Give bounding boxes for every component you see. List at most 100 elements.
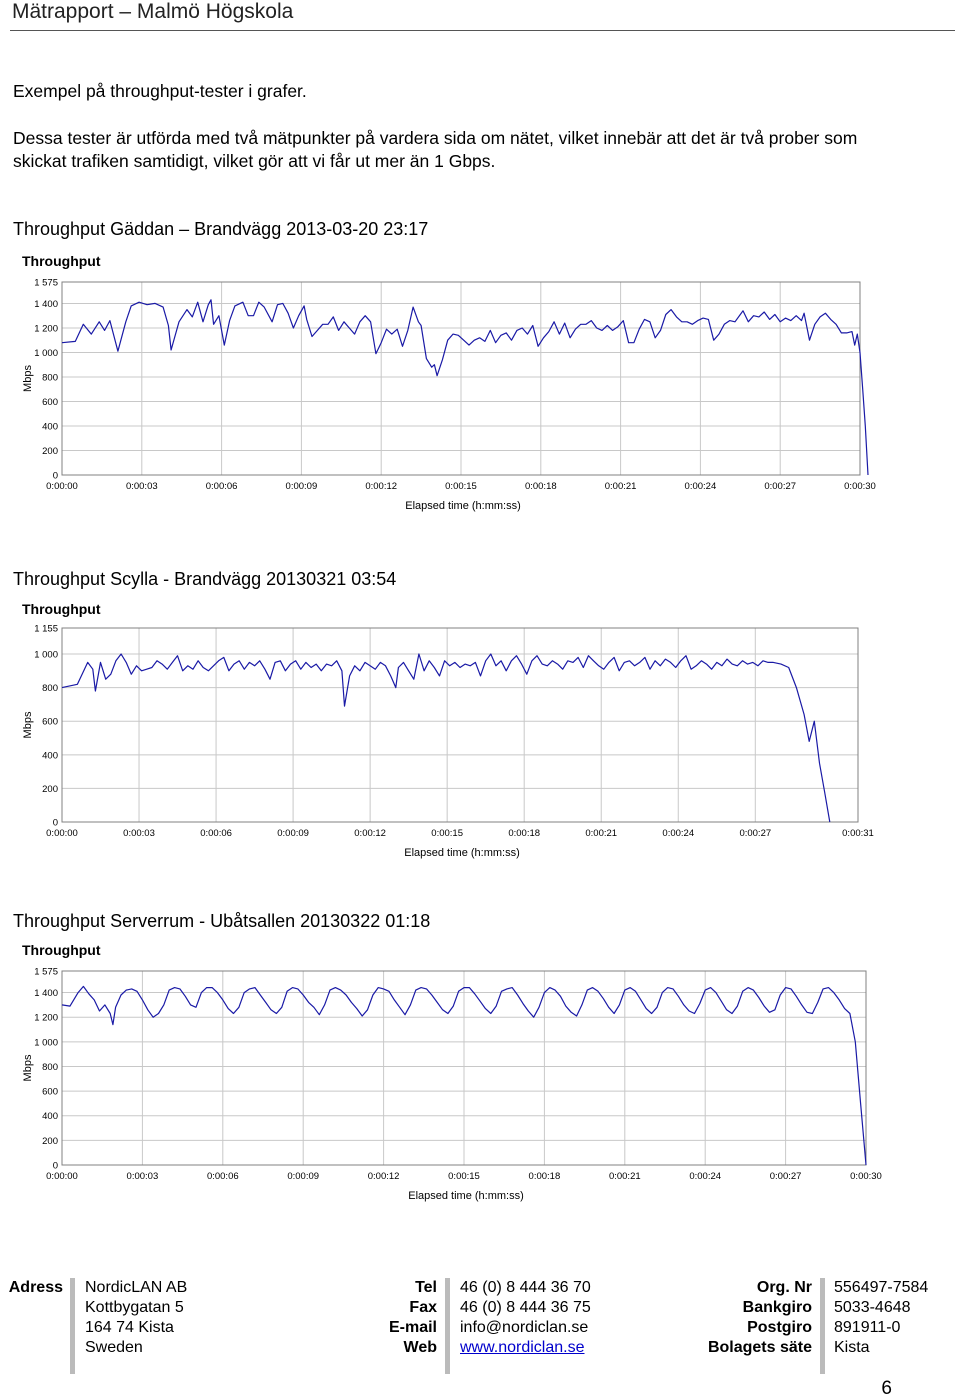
x-tick-label: 0:00:09 [286,481,318,492]
intro-paragraph-line1: Dessa tester är utförda med två mätpunkt… [13,128,858,148]
header-divider [10,30,955,31]
footer-fax-label: Fax [409,1299,437,1316]
footer-address: NordicLAN AB Kottbygatan 5 164 74 Kista … [85,1278,187,1358]
x-tick-label: 0:00:30 [844,481,876,492]
y-tick-label: 1 200 [34,323,58,334]
y-tick-label: 0 [53,1161,58,1172]
y-tick-label: 0 [53,471,58,482]
chart-title: Throughput [22,253,101,269]
x-tick-label: 0:00:18 [525,481,557,492]
x-tick-label: 0:00:03 [127,1171,159,1182]
footer-bankgiro-label: Bankgiro [742,1299,812,1316]
footer-orgnr-value: 556497-7584 [834,1279,929,1296]
y-tick-label: 1 000 [34,348,58,359]
x-axis-label: Elapsed time (h:mm:ss) [408,1190,524,1202]
chart-title: Throughput [22,601,101,617]
x-tick-label: 0:00:21 [585,828,617,839]
throughput-chart-gaddan: Throughput 0:00:00 0:00:03 0:00:06 0:00:09 0:… [22,253,876,512]
y-tick-label: 1 000 [34,650,58,661]
y-tick-label: 800 [42,683,58,694]
x-tick-label: 0:00:18 [508,828,540,839]
x-tick-label: 0:00:12 [365,481,397,492]
y-tick-label: 800 [42,372,58,383]
footer-web-link[interactable]: www.nordiclan.se [460,1339,585,1356]
y-tick-label: 200 [42,784,58,795]
x-tick-label: 0:00:06 [206,481,238,492]
y-axis-label: Mbps [22,1054,34,1081]
intro-paragraph-line2: skickat trafiken samtidigt, vilket gör a… [13,151,496,171]
y-tick-label: 200 [42,1136,58,1147]
throughput-series-line [61,299,869,476]
y-tick-label: 600 [42,397,58,408]
x-tick-label: 0:00:00 [46,1171,78,1182]
x-tick-label: 0:00:21 [609,1171,641,1182]
x-tick-label: 0:00:06 [207,1171,239,1182]
footer-bankgiro-value: 5033-4648 [834,1299,911,1316]
y-tick-label: 1 400 [34,299,58,310]
page-number: 6 [881,1378,892,1399]
y-tick-label: 600 [42,1087,58,1098]
footer-address-line: NordicLAN AB [85,1279,188,1296]
footer-seat-label: Bolagets säte [707,1339,812,1356]
y-tick-label: 1 575 [34,967,58,978]
x-tick-label: 0:00:15 [448,1171,480,1182]
footer-email-label: E-mail [388,1319,437,1336]
footer-postgiro-label: Postgiro [747,1319,812,1336]
footer-company-values: 556497-7584 5033-4648 891911-0 Kista [834,1278,928,1358]
footer-company-labels: Org. Nr Bankgiro Postgiro Bolagets säte [660,1278,812,1358]
y-tick-label: 1 155 [34,624,58,635]
footer-address-line: 164 74 Kista [85,1319,174,1336]
throughput-series-line [61,985,867,1166]
x-tick-label: 0:00:03 [126,481,158,492]
footer-postgiro-value: 891911-0 [834,1319,901,1336]
x-tick-label: 0:00:09 [287,1171,319,1182]
y-tick-label: 1 400 [34,988,58,999]
footer-address-line: Kottbygatan 5 [85,1299,184,1316]
y-tick-label: 400 [42,750,58,761]
y-tick-label: 1 200 [34,1013,58,1024]
y-tick-label: 800 [42,1062,58,1073]
y-tick-label: 0 [53,818,58,829]
x-tick-label: 0:00:00 [46,481,78,492]
y-tick-label: 400 [42,1111,58,1122]
x-tick-label: 0:00:27 [770,1171,802,1182]
plot-frame [61,970,867,1166]
footer-address-line: Sweden [85,1339,143,1356]
document-header-title: Mätrapport – Malmö Högskola [12,0,294,23]
x-tick-label: 0:00:31 [842,828,874,839]
y-axis-label: Mbps [22,365,34,392]
y-tick-label: 200 [42,446,58,457]
footer-address-label: Adress [8,1279,63,1296]
x-axis-label: Elapsed time (h:mm:ss) [404,847,520,859]
y-axis-label: Mbps [22,711,34,738]
x-tick-label: 0:00:27 [764,481,796,492]
y-tick-label: 400 [42,421,58,432]
x-tick-label: 0:00:12 [368,1171,400,1182]
footer-bar-1 [70,1278,75,1374]
footer-tel-label: Tel [415,1279,437,1296]
x-tick-label: 0:00:09 [277,828,309,839]
footer-contact-labels: Tel Fax E-mail Web [340,1278,437,1358]
x-tick-label: 0:00:03 [123,828,155,839]
chart-caption-gaddan: Throughput Gäddan – Brandvägg 2013-03-20… [13,219,429,239]
throughput-chart-serverrum: Throughput 0:00:00 0:00:03 0:00:06 0:00:09 0:… [22,942,882,1202]
x-tick-label: 0:00:00 [46,828,78,839]
plot-frame [61,281,861,476]
plot-frame [61,627,859,823]
footer-orgnr-label: Org. Nr [756,1279,812,1296]
x-tick-label: 0:00:24 [662,828,694,839]
x-tick-label: 0:00:18 [529,1171,561,1182]
x-axis-label: Elapsed time (h:mm:ss) [405,500,521,512]
y-tick-label: 600 [42,717,58,728]
footer-bar-2 [445,1278,450,1374]
footer-bar-3 [820,1278,825,1374]
chart-title: Throughput [22,942,101,958]
chart-caption-serverrum: Throughput Serverrum - Ubåtsallen 201303… [13,911,431,931]
intro-heading: Exempel på throughput-tester i grafer. [13,81,307,101]
footer-fax-value: 46 (0) 8 444 36 75 [460,1299,591,1316]
x-tick-label: 0:00:21 [605,481,637,492]
x-tick-label: 0:00:15 [445,481,477,492]
footer-web-label: Web [403,1339,437,1356]
chart-caption-scylla: Throughput Scylla - Brandvägg 20130321 0… [13,569,397,589]
y-tick-label: 1 000 [34,1037,58,1048]
